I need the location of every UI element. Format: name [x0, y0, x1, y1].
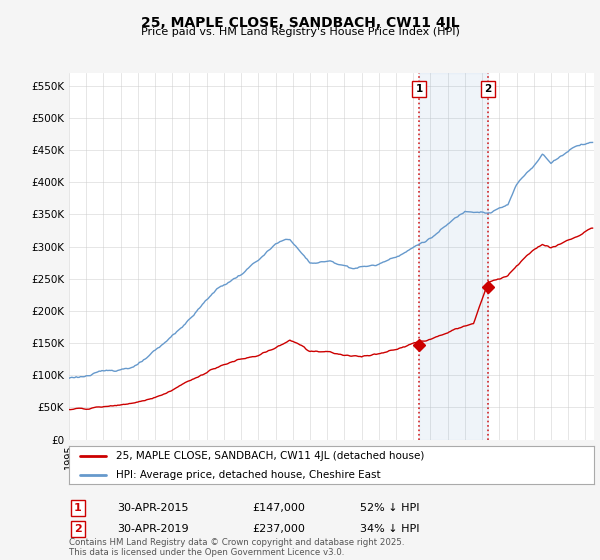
Text: 25, MAPLE CLOSE, SANDBACH, CW11 4JL (detached house): 25, MAPLE CLOSE, SANDBACH, CW11 4JL (det…: [116, 451, 425, 461]
Text: £147,000: £147,000: [252, 503, 305, 513]
Text: £237,000: £237,000: [252, 524, 305, 534]
Text: 2: 2: [74, 524, 82, 534]
Text: 30-APR-2015: 30-APR-2015: [117, 503, 188, 513]
Text: 1: 1: [74, 503, 82, 513]
Text: 34% ↓ HPI: 34% ↓ HPI: [360, 524, 419, 534]
Text: 1: 1: [415, 85, 422, 94]
Text: Price paid vs. HM Land Registry's House Price Index (HPI): Price paid vs. HM Land Registry's House …: [140, 27, 460, 37]
Text: 30-APR-2019: 30-APR-2019: [117, 524, 188, 534]
Bar: [419, 73, 488, 440]
Text: 25, MAPLE CLOSE, SANDBACH, CW11 4JL: 25, MAPLE CLOSE, SANDBACH, CW11 4JL: [140, 16, 460, 30]
Text: Contains HM Land Registry data © Crown copyright and database right 2025.
This d: Contains HM Land Registry data © Crown c…: [69, 538, 404, 557]
Text: 52% ↓ HPI: 52% ↓ HPI: [360, 503, 419, 513]
Text: HPI: Average price, detached house, Cheshire East: HPI: Average price, detached house, Ches…: [116, 470, 381, 480]
Text: 2: 2: [484, 85, 491, 94]
